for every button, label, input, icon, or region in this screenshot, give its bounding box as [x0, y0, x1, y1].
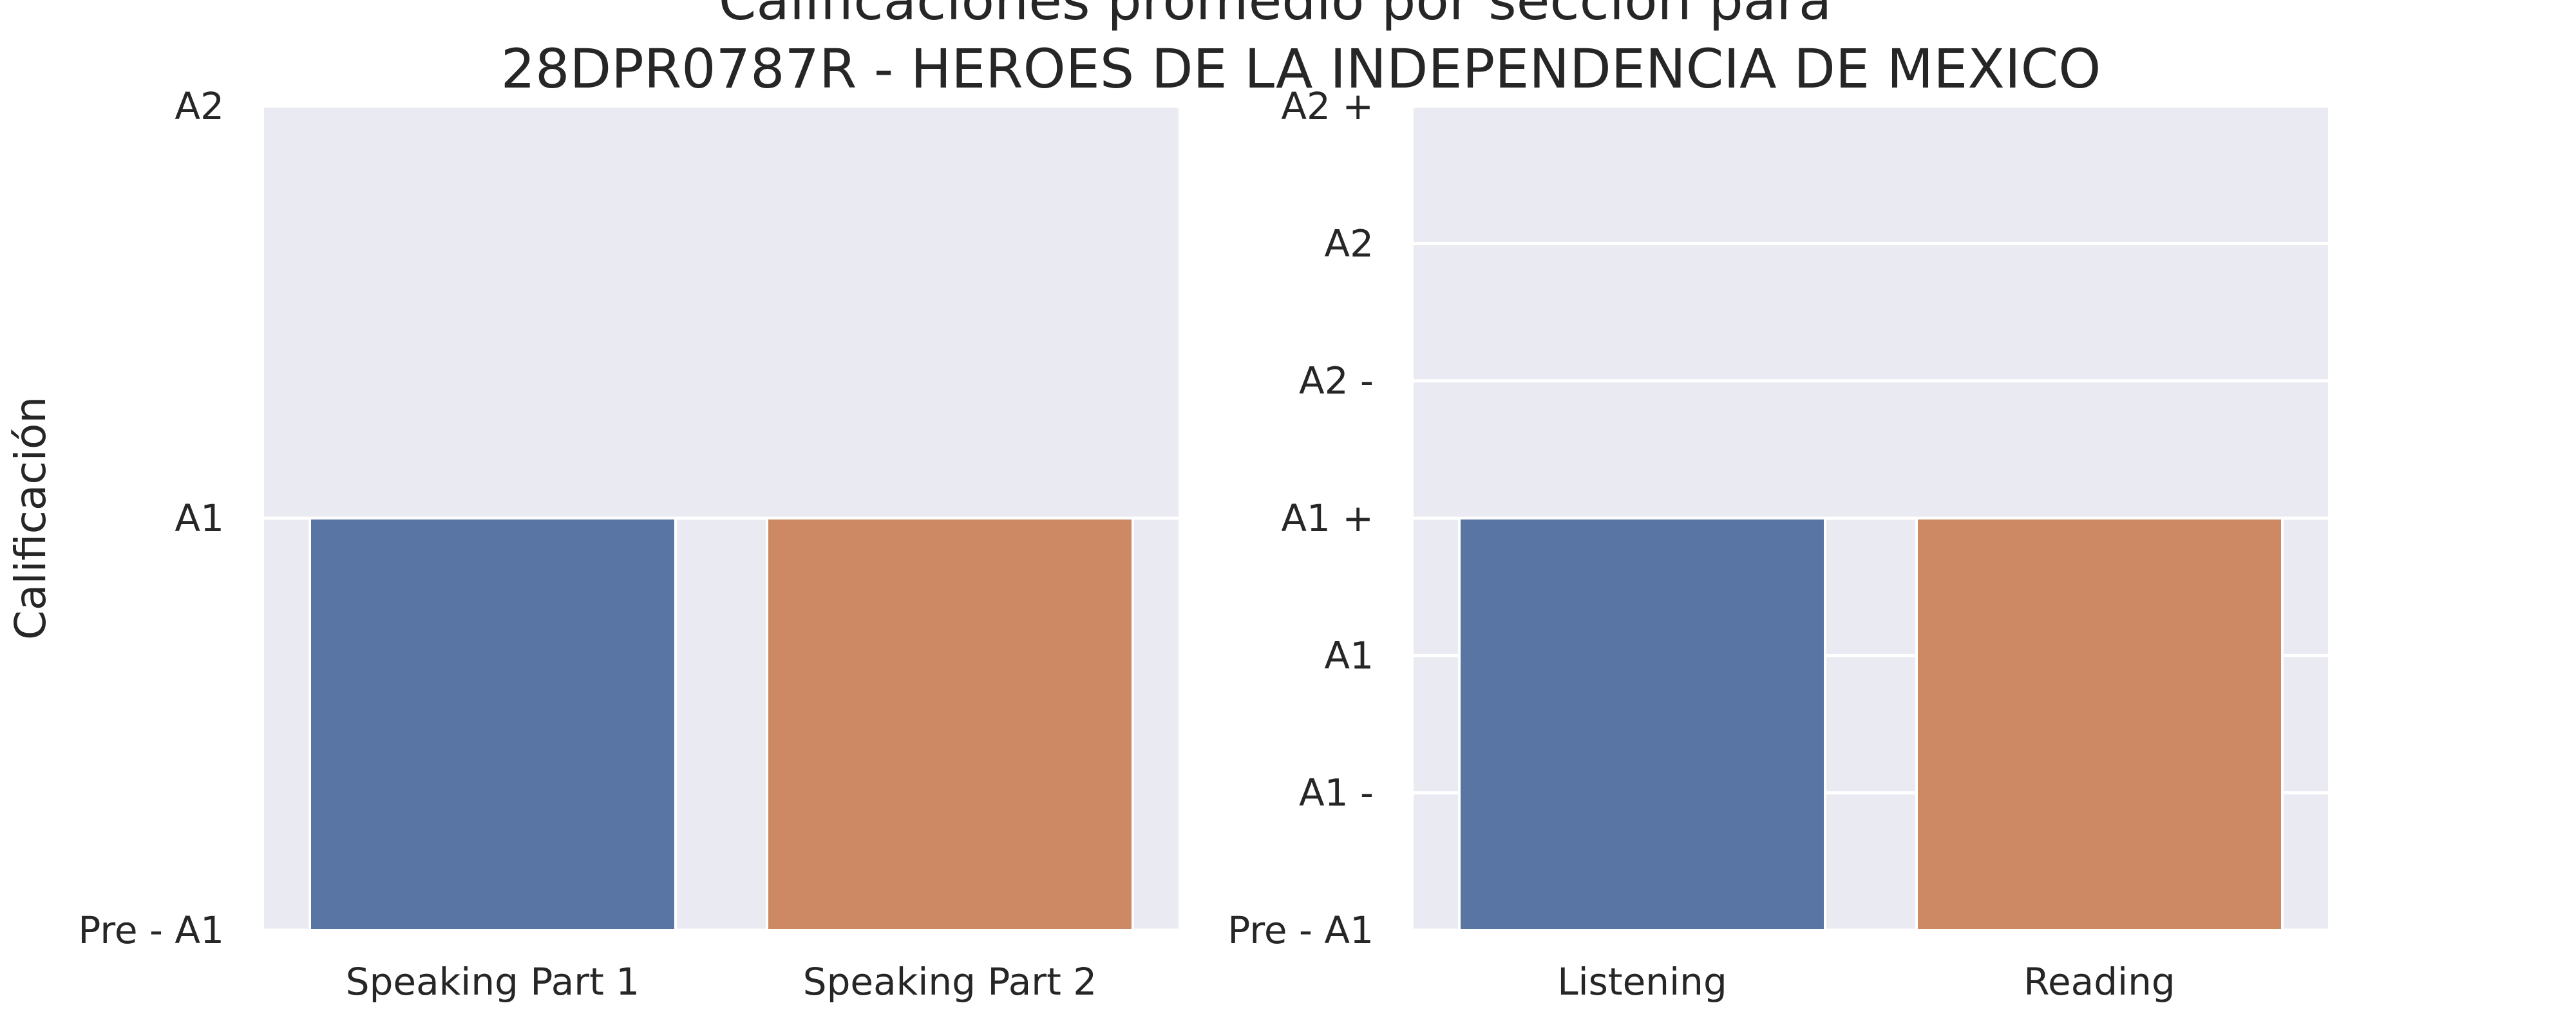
- bar-reading: [1915, 517, 2284, 932]
- y-tick-label: A2: [1324, 221, 1374, 265]
- panel-1: Pre - A1 A1 A2 Speaking Part 1 Speaking Part…: [6, 84, 1179, 1004]
- y-tick-label: A2 +: [1281, 84, 1374, 128]
- chart-title-line-1: Calificaciones promedio por sección para: [719, 0, 1832, 32]
- y-tick-label: A2 -: [1299, 359, 1374, 403]
- chart-panels: Pre - A1 A1 A2 Speaking Part 1 Speaking Part…: [6, 84, 2328, 1004]
- y-tick-label: A2: [175, 84, 224, 128]
- bar-listening: [1458, 517, 1826, 932]
- chart-title: Calificaciones promedio por sección para…: [501, 0, 2101, 100]
- y-axis-label: Calificación: [6, 397, 55, 640]
- x-tick-label: Listening: [1557, 960, 1727, 1004]
- x-tick-label: Reading: [2023, 960, 2175, 1004]
- chart-title-line-2: 28DPR0787R - HEROES DE LA INDEPENDENCIA …: [501, 37, 2101, 100]
- y-tick-label: Pre - A1: [78, 908, 224, 952]
- x-tick-label: Speaking Part 2: [803, 960, 1097, 1004]
- y-tick-label: Pre - A1: [1227, 908, 1374, 952]
- y-tick-label: A1: [1324, 633, 1374, 677]
- bar-speaking-part-2: [766, 517, 1134, 932]
- y-tick-label: A1 -: [1299, 771, 1374, 815]
- panel-2: Pre - A1 A1 - A1 A1 + A2 - A2 A2 + Listening Rea…: [1227, 84, 2328, 1004]
- x-tick-label: Speaking Part 1: [346, 960, 639, 1004]
- y-tick-label: A1 +: [1281, 496, 1374, 540]
- bar-speaking-part-1: [308, 517, 677, 932]
- y-tick-label: A1: [175, 496, 224, 540]
